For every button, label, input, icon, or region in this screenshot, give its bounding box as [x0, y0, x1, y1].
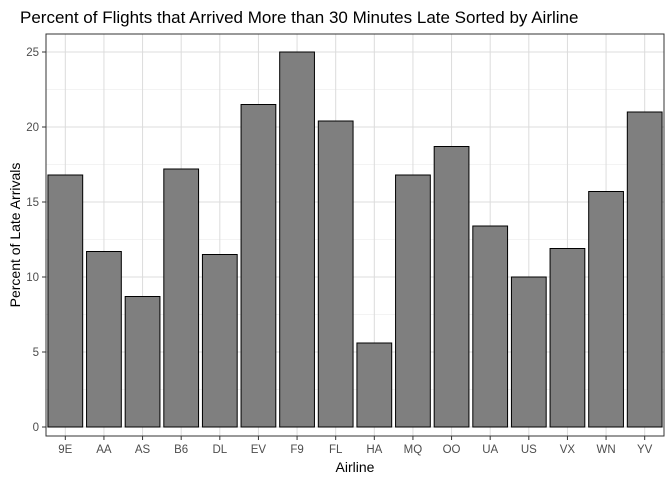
x-tick-label: US: [521, 444, 537, 456]
x-tick-label: VX: [560, 444, 576, 456]
x-tick-label: YV: [637, 444, 653, 456]
x-tick-label: 9E: [58, 444, 72, 456]
bar-ev: [240, 104, 277, 428]
x-tick-label: AS: [135, 444, 151, 456]
bar-9e: [47, 174, 84, 428]
y-tick-label: 15: [26, 197, 39, 209]
bars: [47, 51, 663, 428]
bar-oo: [433, 146, 470, 428]
y-tick-label: 20: [26, 122, 39, 134]
x-tick-label: FL: [329, 444, 343, 456]
bar-ua: [472, 225, 509, 428]
bar-f9: [279, 51, 315, 428]
bar-vx: [549, 248, 586, 428]
bar-wn: [588, 191, 624, 428]
x-axis-title: Airline: [336, 459, 375, 475]
bar-as: [124, 296, 161, 428]
y-tick-label: 0: [33, 422, 39, 434]
chart-title: Percent of Flights that Arrived More tha…: [20, 8, 578, 27]
x-tick-label: AA: [96, 444, 112, 456]
bar-yv: [626, 111, 663, 428]
bar-ha: [356, 342, 393, 428]
x-tick-label: HA: [366, 444, 382, 456]
x-tick-label: DL: [212, 444, 227, 456]
y-axis-title: Percent of Late Arrivals: [7, 163, 23, 308]
x-tick-label: UA: [482, 444, 498, 456]
x-tick-label: MQ: [404, 444, 423, 456]
y-tick-label: 10: [26, 272, 39, 284]
x-tick-label: EV: [251, 444, 267, 456]
y-tick-label: 25: [26, 47, 39, 59]
bar-b6: [163, 168, 200, 428]
bar-mq: [395, 174, 431, 428]
y-tick-label: 5: [33, 347, 39, 359]
bar-dl: [201, 254, 238, 428]
bar-us: [510, 276, 547, 428]
x-tick-label: F9: [290, 444, 303, 456]
panel-border: [45, 33, 665, 437]
bar-aa: [86, 251, 122, 428]
x-axis: 9E AA AS B6 DL EV F9 FL HA MQ OO UA US VX WN YV: [58, 436, 653, 456]
y-axis: 0 5 10 15 20 25: [26, 47, 46, 434]
x-tick-label: B6: [174, 444, 188, 456]
x-tick-label: OO: [443, 444, 461, 456]
x-tick-label: WN: [596, 444, 615, 456]
bar-fl: [317, 120, 354, 428]
